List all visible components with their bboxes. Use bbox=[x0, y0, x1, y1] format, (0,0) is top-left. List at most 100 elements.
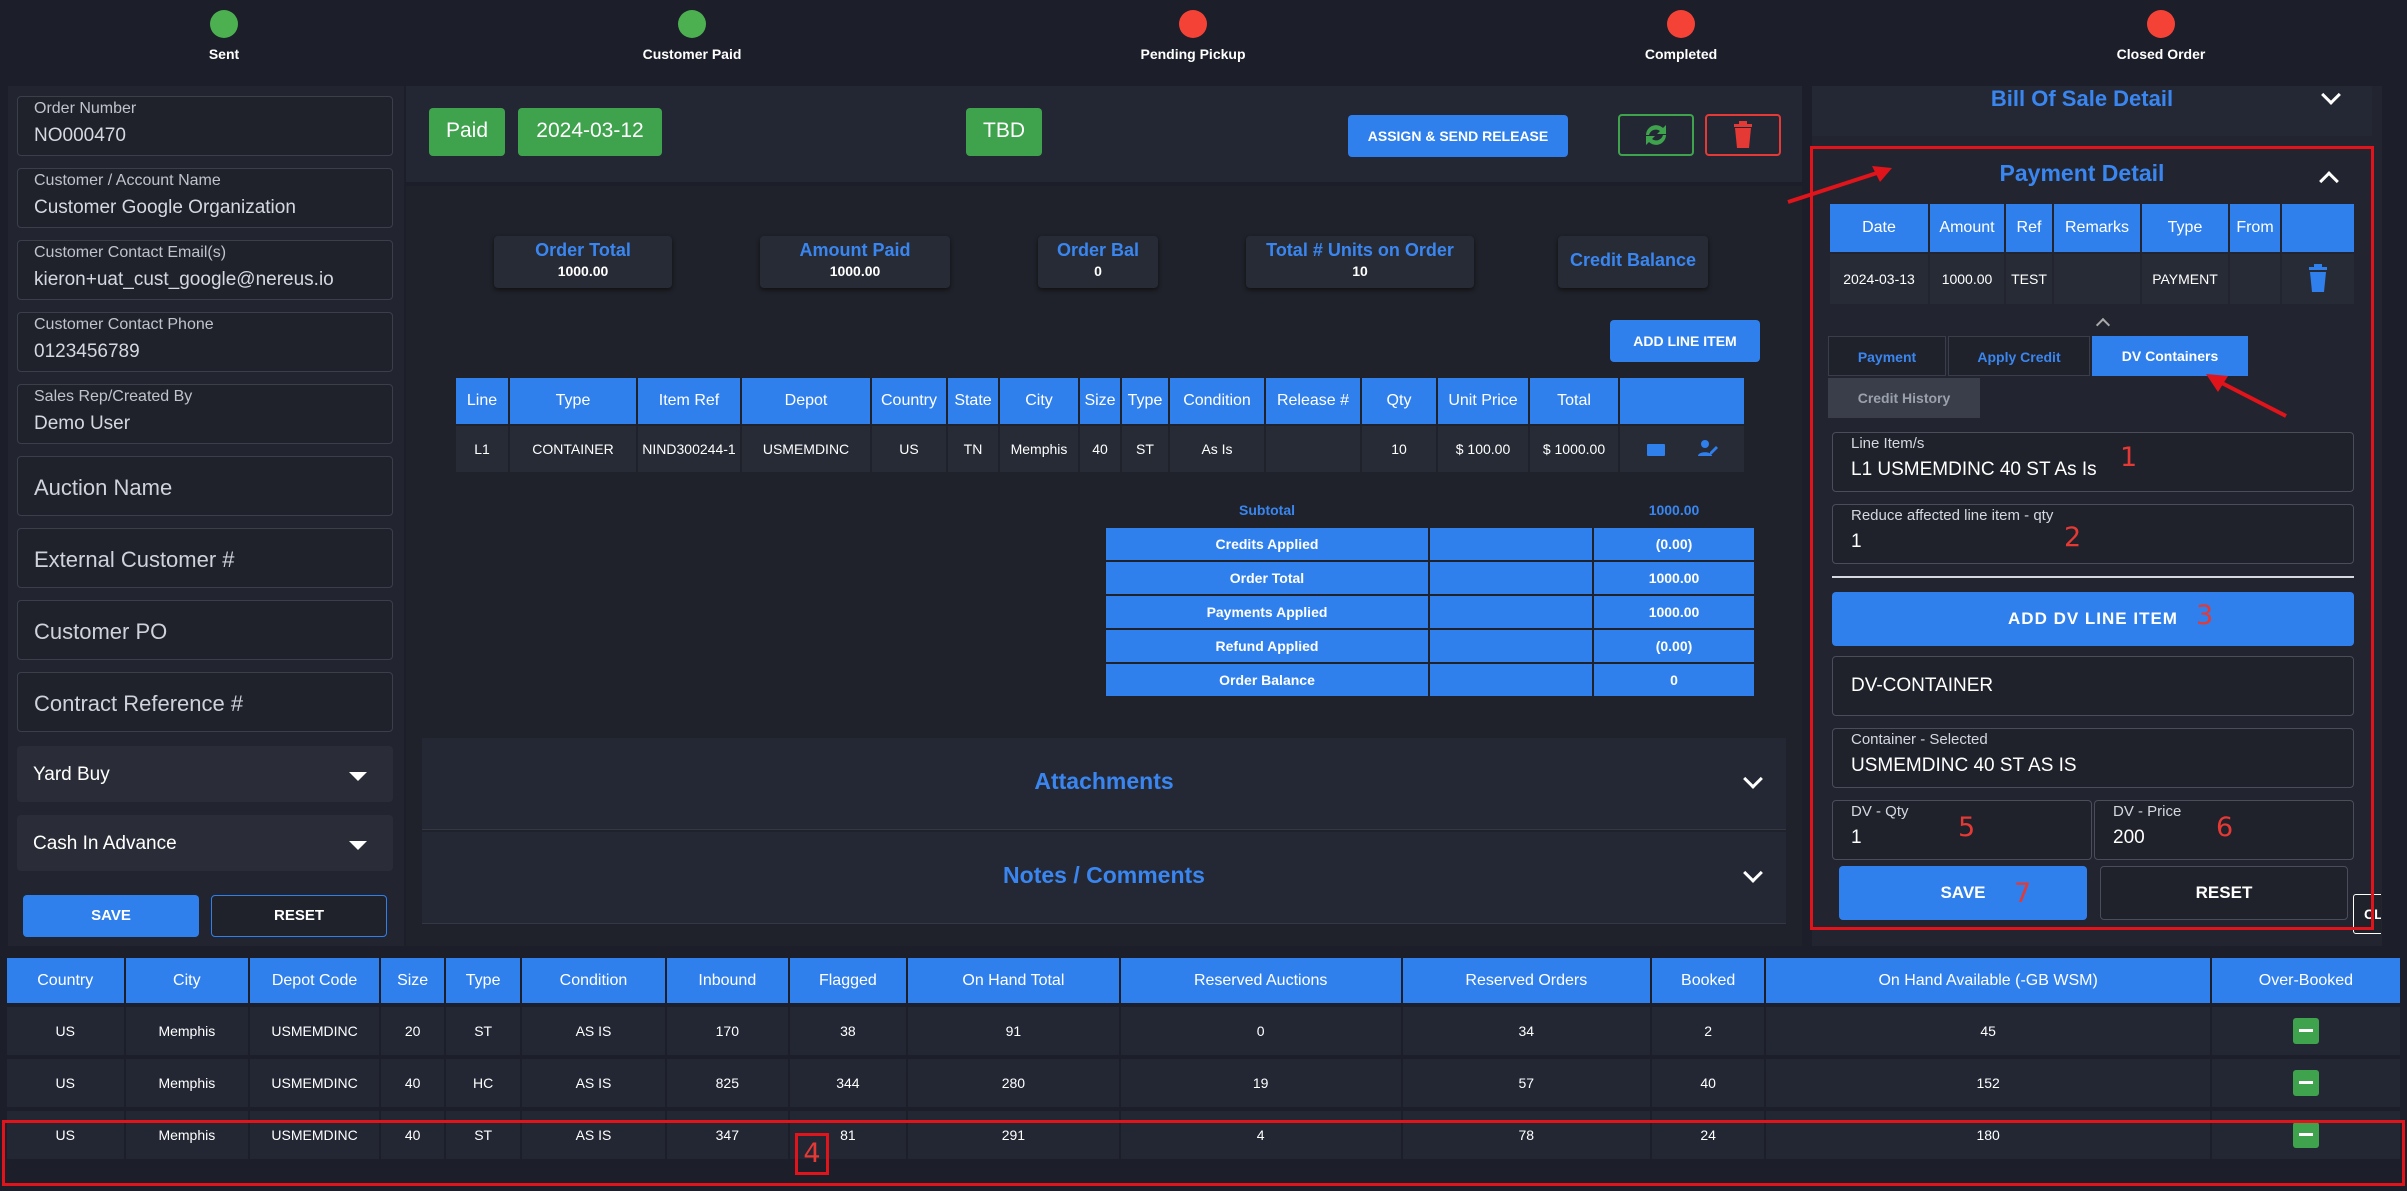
column-header: Total bbox=[1528, 376, 1620, 426]
assign-user-icon[interactable] bbox=[1697, 438, 1719, 458]
dv-container-field[interactable]: DV-CONTAINER bbox=[1832, 656, 2354, 716]
bill-of-sale-accordion[interactable]: Bill Of Sale Detail bbox=[1812, 85, 2372, 136]
sales-rep-field[interactable]: Sales Rep/Created By Demo User bbox=[17, 384, 393, 444]
tab-dv-containers[interactable]: DV Containers bbox=[2092, 336, 2248, 376]
field-label: DV - Price bbox=[2113, 803, 2182, 820]
payment-terms-select[interactable]: Cash In Advance bbox=[17, 815, 393, 871]
totals-label: Refund Applied bbox=[1104, 628, 1430, 664]
order-date-badge: 2024-03-12 bbox=[518, 108, 662, 156]
notes-accordion[interactable]: Notes / Comments bbox=[422, 832, 1786, 924]
field-value: 1 bbox=[1851, 531, 1862, 552]
select-value: Yard Buy bbox=[33, 764, 110, 785]
payment-detail-header[interactable]: Payment Detail bbox=[1812, 146, 2368, 202]
totals-label: Payments Applied bbox=[1104, 594, 1430, 630]
phone-field[interactable]: Customer Contact Phone 0123456789 bbox=[17, 312, 393, 372]
dv-reset-button[interactable]: RESET bbox=[2100, 866, 2348, 920]
delete-order-button[interactable] bbox=[1705, 114, 1781, 156]
table-cell: AS IS bbox=[519, 1107, 668, 1163]
field-value: NO000470 bbox=[34, 125, 126, 146]
field-value: L1 USMEMDINC 40 ST As Is bbox=[1851, 459, 2097, 480]
edit-line-icon[interactable] bbox=[1645, 442, 1667, 458]
placeholder: Contract Reference # bbox=[34, 691, 244, 716]
contract-reference-input[interactable]: Contract Reference # bbox=[17, 672, 393, 732]
save-button[interactable]: SAVE bbox=[23, 895, 199, 937]
column-header: Date bbox=[1828, 202, 1930, 254]
trash-icon bbox=[1734, 121, 1752, 148]
field-label: Customer Contact Email(s) bbox=[34, 244, 227, 261]
column-header: Line bbox=[454, 376, 510, 426]
paid-status-badge: Paid bbox=[429, 108, 505, 156]
table-cell: 344 bbox=[787, 1055, 909, 1111]
trash-icon[interactable] bbox=[2307, 263, 2329, 292]
annotation-number: 2 bbox=[2064, 522, 2082, 553]
table-header-row: Country City Depot Code Size Type Condit… bbox=[5, 956, 2403, 1006]
credit-balance-card: Credit Balance bbox=[1558, 236, 1708, 288]
table-cell: 34 bbox=[1400, 1003, 1652, 1059]
table-cell: 4 bbox=[1118, 1107, 1403, 1163]
add-dv-line-item-button[interactable]: ADD DV LINE ITEM bbox=[1832, 592, 2354, 646]
yard-select[interactable]: Yard Buy bbox=[17, 746, 393, 802]
column-header: Size bbox=[1078, 376, 1122, 426]
column-header: Depot bbox=[740, 376, 872, 426]
assign-send-release-button[interactable]: ASSIGN & SEND RELEASE bbox=[1348, 115, 1568, 157]
chevron-down-icon bbox=[349, 772, 367, 781]
field-label: Customer Contact Phone bbox=[34, 316, 214, 333]
column-header: Flagged bbox=[787, 956, 909, 1006]
step-label: Closed Order bbox=[2116, 46, 2206, 62]
column-header: Booked bbox=[1649, 956, 1767, 1006]
customer-name-field[interactable]: Customer / Account Name Customer Google O… bbox=[17, 168, 393, 228]
container-selected-field[interactable]: Container - Selected USMEMDINC 40 ST AS I… bbox=[1832, 728, 2354, 788]
step-label: Customer Paid bbox=[642, 46, 742, 62]
minus-icon[interactable] bbox=[2292, 1070, 2319, 1096]
totals-value: 1000.00 bbox=[1592, 492, 1756, 528]
column-header: Type bbox=[444, 956, 522, 1006]
auction-name-input[interactable]: Auction Name bbox=[17, 456, 393, 516]
table-cell: Memphis bbox=[123, 1055, 251, 1111]
line-items-select[interactable]: Line Item/s L1 USMEMDINC 40 ST As Is bbox=[1832, 432, 2354, 492]
order-total-card: Order Total 1000.00 bbox=[494, 236, 672, 288]
order-number-field[interactable]: Order Number NO000470 bbox=[17, 96, 393, 156]
tab-credit-history[interactable]: Credit History bbox=[1828, 378, 1980, 418]
external-customer-input[interactable]: External Customer # bbox=[17, 528, 393, 588]
totals-label: Subtotal bbox=[1104, 492, 1430, 528]
totals-spacer bbox=[1428, 594, 1594, 630]
line-items-table: Line Type Item Ref Depot Country State C… bbox=[454, 376, 1746, 474]
tab-payment[interactable]: Payment bbox=[1828, 336, 1946, 376]
column-header: Reserved Auctions bbox=[1118, 956, 1403, 1006]
status-dot-icon bbox=[1667, 10, 1695, 38]
add-line-item-button[interactable]: ADD LINE ITEM bbox=[1610, 320, 1760, 362]
field-value: Customer Google Organization bbox=[34, 197, 296, 218]
actions-cell bbox=[1618, 424, 1746, 474]
table-cell: ST bbox=[444, 1107, 522, 1163]
totals-spacer bbox=[1428, 526, 1594, 562]
attachments-accordion[interactable]: Attachments bbox=[422, 738, 1786, 830]
table-cell: US bbox=[5, 1107, 126, 1163]
reset-button[interactable]: RESET bbox=[211, 895, 387, 937]
customer-po-input[interactable]: Customer PO bbox=[17, 600, 393, 660]
table-header-row: Date Amount Ref Remarks Type From bbox=[1828, 202, 2356, 254]
minus-icon[interactable] bbox=[2292, 1122, 2319, 1148]
step-label: Completed bbox=[1644, 46, 1718, 62]
minus-icon[interactable] bbox=[2292, 1018, 2319, 1044]
dv-qty-input[interactable]: DV - Qty 1 bbox=[1832, 800, 2092, 860]
table-cell: As Is bbox=[1168, 424, 1266, 474]
reduce-qty-input[interactable]: Reduce affected line item - qty 1 bbox=[1832, 504, 2354, 564]
totals-row: Refund Applied (0.00) bbox=[1104, 628, 1756, 664]
table-row: US Memphis USMEMDINC 20 ST AS IS 170 38 … bbox=[5, 1003, 2403, 1059]
table-row: US Memphis USMEMDINC 40 HC AS IS 825 344… bbox=[5, 1055, 2403, 1111]
tab-apply-credit[interactable]: Apply Credit bbox=[1948, 336, 2090, 376]
refresh-button[interactable] bbox=[1618, 114, 1694, 156]
field-label: Container - Selected bbox=[1851, 731, 1988, 748]
email-field[interactable]: Customer Contact Email(s) kieron+uat_cust… bbox=[17, 240, 393, 300]
field-label: Order Number bbox=[34, 100, 137, 117]
table-cell: 347 bbox=[665, 1107, 790, 1163]
order-balance-card: Order Bal 0 bbox=[1038, 236, 1158, 288]
table-cell: $ 1000.00 bbox=[1528, 424, 1620, 474]
column-header: Inbound bbox=[665, 956, 790, 1006]
card-title: Order Total bbox=[535, 240, 631, 260]
field-label: Sales Rep/Created By bbox=[34, 388, 193, 405]
dv-save-button[interactable]: SAVE bbox=[1839, 866, 2087, 920]
table-cell: 2024-03-13 bbox=[1828, 252, 1930, 306]
dv-price-input[interactable]: DV - Price 200 bbox=[2094, 800, 2354, 860]
actions-header bbox=[2280, 202, 2356, 254]
